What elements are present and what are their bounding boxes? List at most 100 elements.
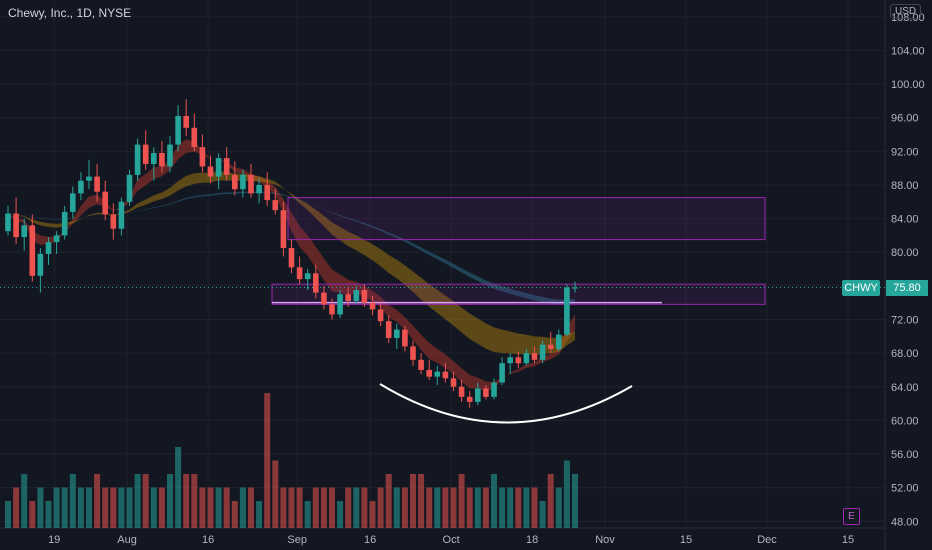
candle-body <box>353 290 360 301</box>
volume-bar <box>474 487 481 528</box>
price-tick-label: 60.00 <box>891 415 919 427</box>
volume-bar <box>272 460 279 528</box>
volume-bar <box>150 487 157 528</box>
volume-bar <box>110 487 117 528</box>
candle-body <box>442 371 449 379</box>
volume-bar <box>369 501 376 528</box>
volume-bar <box>191 474 198 528</box>
volume-bar <box>547 474 554 528</box>
candle-body <box>556 334 562 349</box>
price-tick-label: 92.00 <box>891 146 919 158</box>
time-tick-label: 15 <box>680 534 692 546</box>
candle-body <box>142 144 149 164</box>
candle-body <box>167 144 173 167</box>
price-axis[interactable]: 108.00 104.00 100.00 96.00 92.00 88.00 84.00 80… <box>891 12 925 528</box>
candle-body <box>272 200 279 211</box>
volume-bar <box>531 487 538 528</box>
volume-bar <box>499 487 506 528</box>
volume-bar <box>539 501 546 528</box>
time-tick-label: Nov <box>595 534 615 546</box>
price-tick-label: 68.00 <box>891 348 919 360</box>
volume-bar <box>563 460 570 528</box>
candle-body <box>248 174 254 194</box>
moving-average-ribbons <box>8 139 575 392</box>
candle-body <box>280 210 287 249</box>
volume-bar <box>418 474 425 528</box>
time-tick-label: 19 <box>48 534 60 546</box>
volume-bar <box>102 487 109 528</box>
resistance-zones[interactable] <box>0 197 885 305</box>
candle-body <box>126 174 133 202</box>
volume-bar <box>86 487 92 528</box>
candle-body <box>159 153 165 167</box>
candle-body <box>296 267 303 280</box>
volume-bar <box>450 487 457 528</box>
volume-bar <box>248 487 254 528</box>
candle-body <box>450 378 457 387</box>
candle-body <box>410 346 416 360</box>
time-tick-label: Sep <box>287 534 307 546</box>
candle-body <box>402 329 408 347</box>
candle-body <box>232 174 238 190</box>
candle-body <box>337 294 343 315</box>
volume-bar <box>304 501 311 528</box>
time-axis[interactable]: 19 Aug 16 Sep 16 Oct 18 Nov 15 Dec 15 <box>48 534 854 546</box>
price-tick-label: 96.00 <box>891 113 919 125</box>
price-tick-label: 52.00 <box>891 483 919 495</box>
candle-body <box>499 363 505 383</box>
candle-body <box>191 127 198 148</box>
volume-bar <box>401 487 408 528</box>
candle-body <box>215 158 222 177</box>
currency-label[interactable]: USD <box>890 4 922 19</box>
time-tick-label: 16 <box>202 534 214 546</box>
candle-body <box>199 147 206 167</box>
candle-body <box>207 166 214 177</box>
volume-bar <box>167 474 173 528</box>
price-tick-label: 84.00 <box>891 214 919 226</box>
volume-bar <box>264 393 271 528</box>
resistance-zone <box>271 283 766 305</box>
candle-body <box>29 225 36 276</box>
time-tick-label: 15 <box>842 534 854 546</box>
candle-body <box>21 225 27 238</box>
candle-body <box>118 201 125 229</box>
earnings-event-icon[interactable]: E <box>843 508 860 525</box>
volume-bar <box>353 487 360 528</box>
volume-bar <box>223 487 230 528</box>
rounded-bottom-arc[interactable] <box>379 383 633 424</box>
time-tick-label: Aug <box>117 534 137 546</box>
candle-body <box>13 213 19 238</box>
volume-bar <box>61 487 68 528</box>
chart-grid <box>0 0 886 550</box>
candle-body <box>240 174 246 190</box>
candle-body <box>369 302 376 310</box>
price-tick-label: 108.00 <box>891 12 925 24</box>
candle-body <box>377 309 384 322</box>
volume-bar <box>94 474 101 528</box>
volume-bar <box>231 501 238 528</box>
volume-bar <box>288 487 295 528</box>
volume-bar <box>385 474 392 528</box>
candle-body <box>564 287 570 335</box>
price-tick-label: 56.00 <box>891 449 919 461</box>
volume-bar <box>491 474 497 528</box>
candle-body <box>5 213 11 232</box>
candle-body <box>264 184 270 201</box>
volume-bar <box>126 487 133 528</box>
volume-bar <box>337 501 344 528</box>
volume-bar <box>77 487 84 528</box>
volume-bar <box>199 487 206 528</box>
candle-body <box>78 180 84 194</box>
candle-body <box>223 158 230 175</box>
volume-bar <box>410 474 416 528</box>
candle-body <box>70 193 76 212</box>
volume-bar <box>13 487 20 528</box>
price-tick-label: 100.00 <box>891 79 925 91</box>
volume-bar <box>572 474 578 528</box>
candle-body <box>426 369 432 377</box>
ma-ribbon <box>8 191 575 305</box>
candle-body <box>175 116 181 145</box>
volume-bar <box>361 487 368 528</box>
candle-body <box>45 242 52 254</box>
